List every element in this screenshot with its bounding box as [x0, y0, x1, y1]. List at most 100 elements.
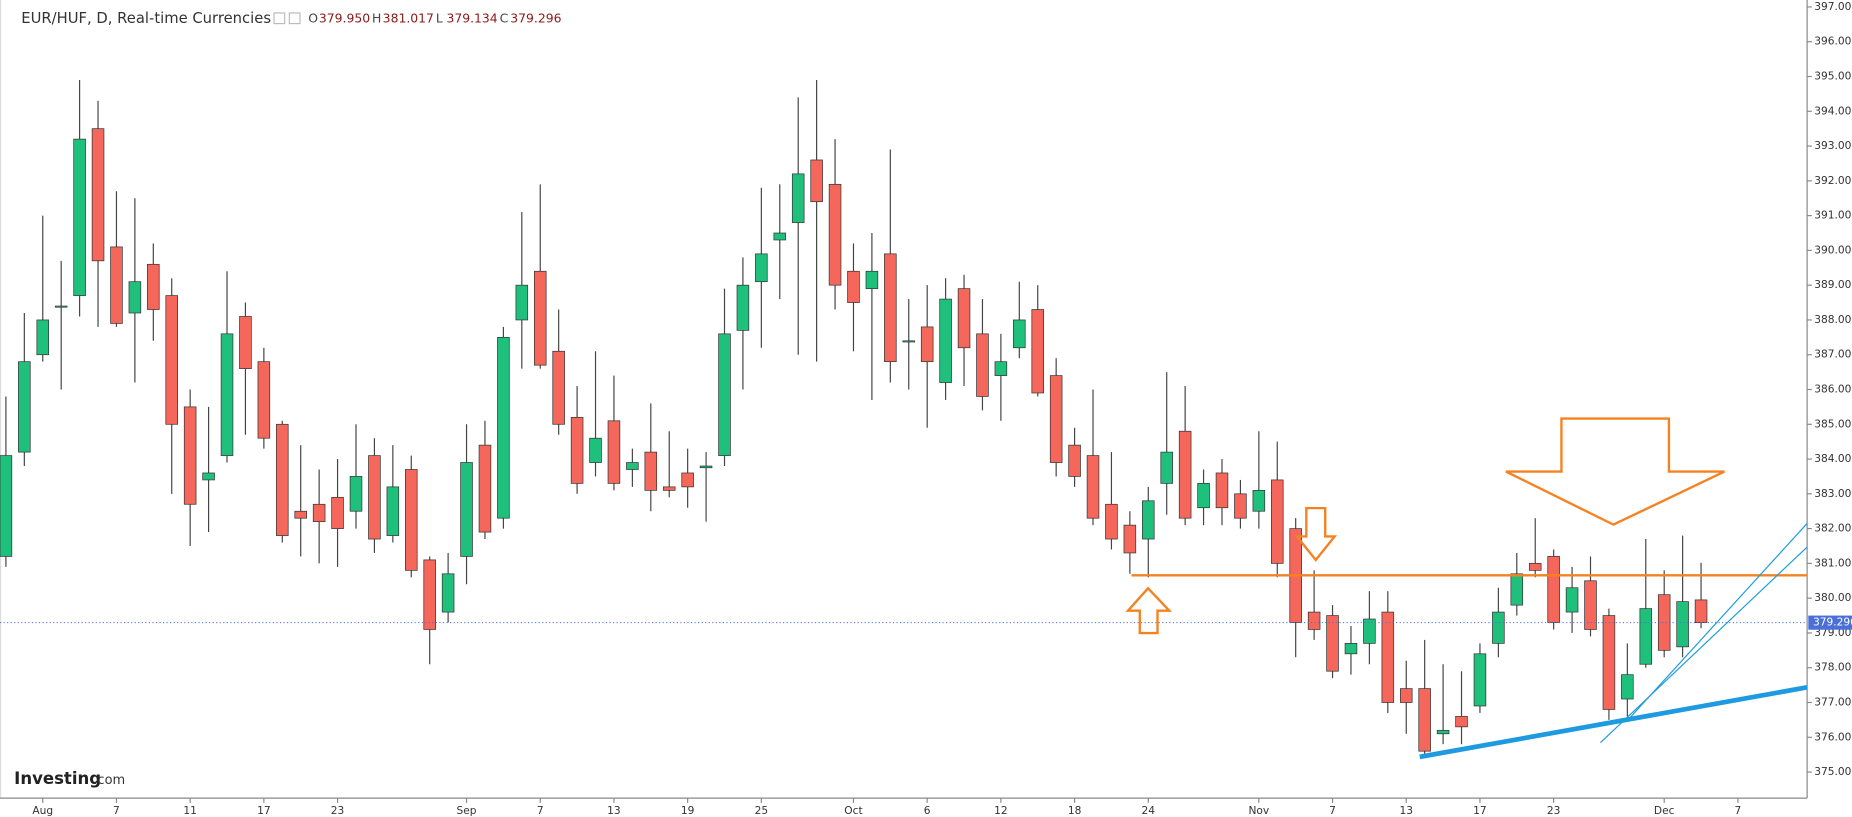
- x-tick-label: 11: [183, 804, 197, 817]
- last-price-label: 379.296: [1813, 616, 1852, 629]
- candle-body: [662, 486, 676, 491]
- x-tick-label: Dec: [1654, 804, 1675, 817]
- candle-body: [607, 420, 621, 484]
- candle-body: [147, 263, 160, 310]
- header-key: C: [500, 10, 509, 25]
- candle-body: [386, 486, 400, 536]
- candle-body: [1455, 716, 1468, 728]
- candle-body: [1271, 479, 1284, 564]
- candle-body: [239, 316, 252, 369]
- candle-body: [1381, 611, 1395, 703]
- candle-body: [791, 173, 805, 223]
- y-tick-label: 377.000: [1814, 696, 1852, 709]
- candle-body: [902, 340, 916, 343]
- candle-body: [331, 496, 344, 529]
- candle-body: [957, 288, 971, 349]
- x-tick-label: 18: [1068, 804, 1082, 817]
- candle-body: [183, 406, 197, 505]
- x-tick-label: Nov: [1248, 804, 1269, 817]
- header-key: O: [308, 10, 318, 25]
- candle-body: [1105, 503, 1118, 540]
- candle-body: [1676, 601, 1689, 648]
- candle-body: [552, 350, 565, 425]
- y-tick-label: 388.000: [1814, 313, 1852, 326]
- candle-body: [368, 455, 381, 540]
- candle-body: [773, 232, 787, 241]
- y-tick-label: 391.000: [1814, 209, 1852, 222]
- candle-body: [1621, 674, 1634, 700]
- down-arrow: [1294, 506, 1338, 562]
- header-value: 379.950: [319, 10, 370, 25]
- y-tick-label: 396.000: [1814, 35, 1852, 48]
- candle-body: [202, 472, 215, 481]
- candle-body: [110, 246, 123, 324]
- candle-body: [54, 305, 68, 308]
- candle-body: [1657, 594, 1671, 651]
- candle-body: [441, 573, 455, 613]
- header-value: 379.296: [510, 10, 561, 25]
- candle-body: [312, 503, 326, 523]
- candle-body: [884, 253, 897, 363]
- candle-body: [276, 423, 289, 536]
- y-tick-label: 395.000: [1814, 70, 1852, 83]
- x-tick-label: 23: [1547, 804, 1561, 817]
- candle-body: [1547, 556, 1560, 623]
- y-tick-label: 385.000: [1814, 417, 1852, 430]
- header-values: O 379.950 H 381.017 L 379.134 C 379.296: [308, 10, 561, 25]
- candle-body: [1215, 472, 1229, 509]
- x-tick-label: 17: [257, 804, 271, 817]
- x-tick-label: 23: [331, 804, 345, 817]
- candle-body: [1492, 611, 1505, 644]
- candle-body: [847, 270, 860, 303]
- candle-body: [1602, 615, 1616, 710]
- y-tick-label: 394.000: [1814, 104, 1852, 117]
- candle-body: [257, 361, 271, 439]
- candle-body: [1436, 729, 1450, 735]
- candle-body: [18, 361, 31, 453]
- icon: [288, 12, 301, 25]
- x-tick-label: 17: [1473, 804, 1487, 817]
- candle-body: [1160, 451, 1173, 484]
- candle-body: [1068, 444, 1081, 477]
- x-tick-label: 6: [924, 804, 931, 817]
- candle-body: [1344, 643, 1358, 655]
- candle-body: [736, 284, 750, 331]
- candle-body: [644, 451, 658, 491]
- candle-body: [1565, 587, 1579, 613]
- candle-body: [1031, 309, 1044, 394]
- channel-line: [1600, 546, 1808, 744]
- candle-body: [294, 510, 307, 519]
- y-tick-label: 387.000: [1814, 348, 1852, 361]
- candles: [0, 79, 1708, 755]
- candle-body: [515, 284, 529, 321]
- trend-line: [1419, 684, 1808, 760]
- candle-body: [533, 270, 547, 366]
- candle-body: [1473, 653, 1487, 707]
- chart-title: EUR/HUF, D, Real-time Currencies: [21, 10, 271, 27]
- candle-body: [1584, 580, 1597, 630]
- annotations: [1125, 417, 1808, 760]
- candle-body: [626, 462, 639, 470]
- x-tick-label: 13: [1399, 804, 1413, 817]
- candle-body: [1086, 455, 1100, 519]
- y-tick-label: 389.000: [1814, 278, 1852, 291]
- candle-body: [920, 326, 934, 363]
- candle-body: [810, 159, 823, 203]
- candle-body: [0, 455, 13, 557]
- header-key: L: [436, 10, 443, 25]
- candle-body: [1049, 375, 1063, 463]
- candle-body: [1234, 493, 1247, 519]
- y-tick-label: 378.000: [1814, 661, 1852, 674]
- candle-body: [1363, 618, 1376, 644]
- x-tick-label: Oct: [844, 804, 862, 817]
- up-arrow: [1125, 586, 1173, 635]
- x-tick-label: 19: [681, 804, 695, 817]
- candle-body: [589, 437, 602, 463]
- y-tick-label: 393.000: [1814, 139, 1852, 152]
- candle-body: [478, 444, 492, 533]
- icon: [273, 12, 286, 25]
- candle-body: [976, 333, 989, 397]
- candle-body: [1528, 563, 1542, 571]
- candle-body: [128, 281, 142, 314]
